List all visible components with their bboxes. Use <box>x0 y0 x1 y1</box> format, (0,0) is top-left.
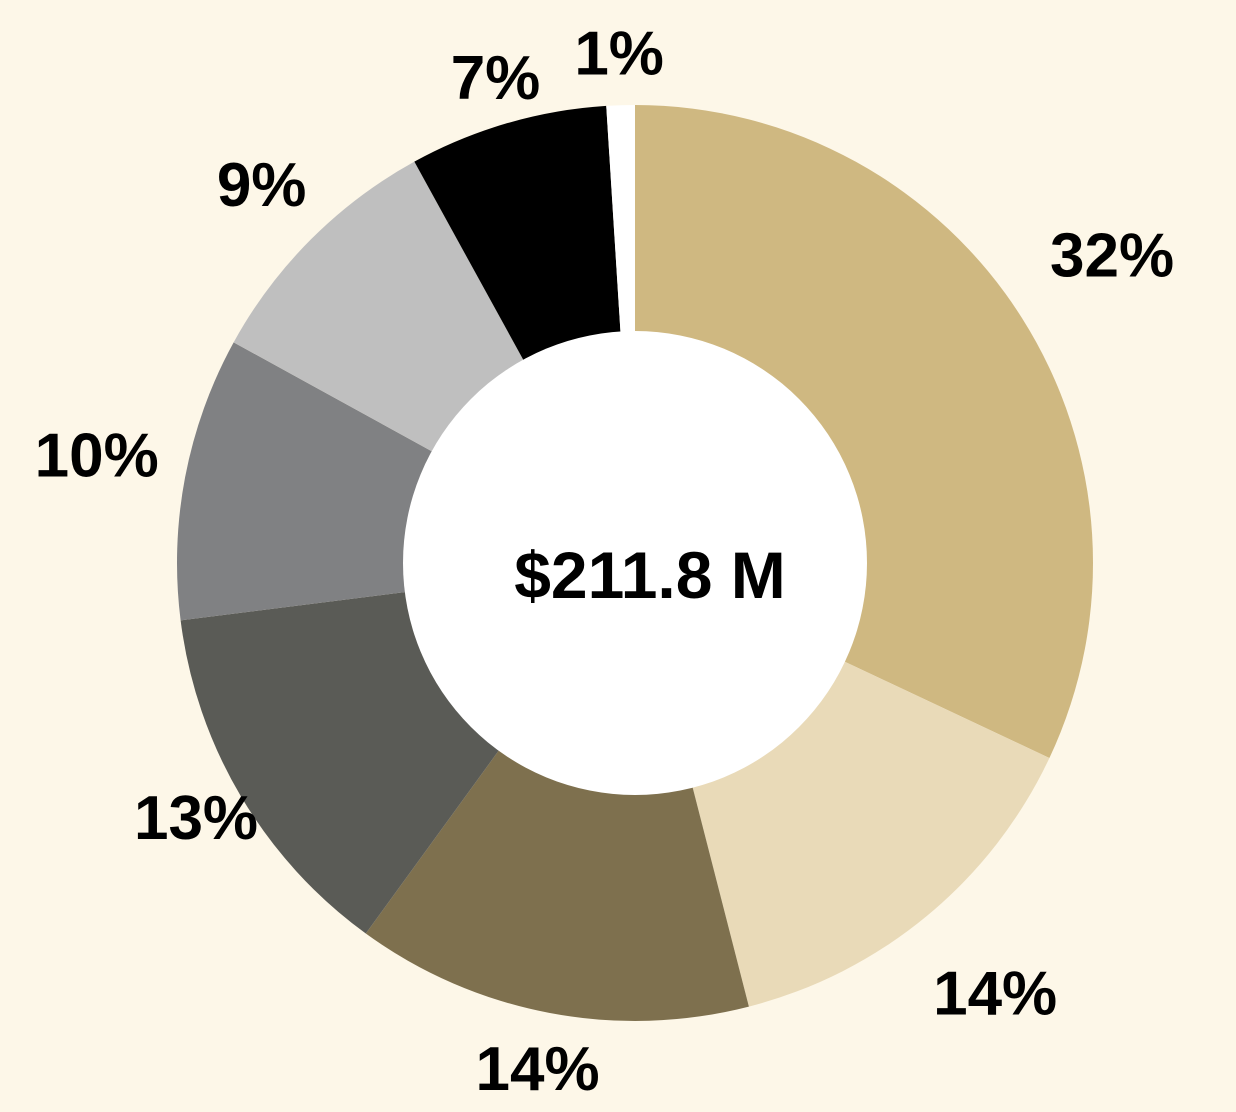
slice-5-label: 10% <box>35 422 159 491</box>
slice-2-label: 14% <box>933 960 1057 1029</box>
slice-labels: 32% 14% 14% 13% 10% 9% 7% 1% <box>35 20 1174 1105</box>
center-total-label: $211.8 M <box>514 538 786 612</box>
slice-3-label: 14% <box>476 1035 600 1104</box>
slice-7-label: 7% <box>451 44 541 113</box>
donut-hole <box>403 331 867 795</box>
slice-4-label: 13% <box>134 784 258 853</box>
slice-8-label: 1% <box>574 20 664 89</box>
slice-1-label: 32% <box>1050 222 1174 291</box>
slice-6-label: 9% <box>217 151 307 220</box>
